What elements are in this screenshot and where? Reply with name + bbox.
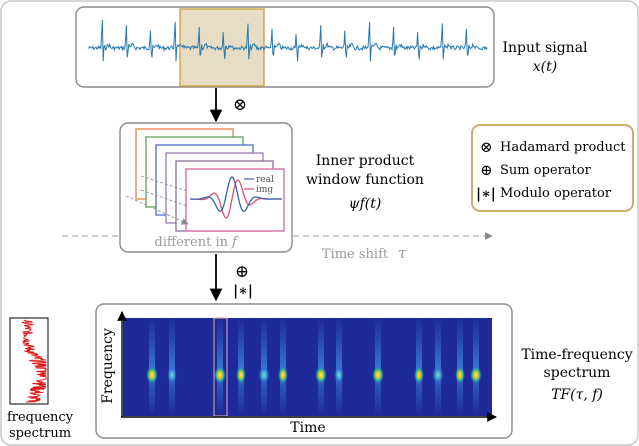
window-title-line1: Inner product	[316, 153, 415, 169]
output-math: TF(τ, f)	[551, 387, 603, 403]
output-label-line1: Time-frequency	[521, 347, 632, 363]
spectrogram-background	[123, 318, 492, 416]
spectrogram-energy-blob	[432, 366, 444, 384]
legend-modulo-symbol: |∗|	[476, 186, 496, 202]
spectrogram-window-highlight	[213, 317, 228, 417]
wavelet-card-front	[185, 168, 285, 232]
legend-hadamard-label: Hadamard product	[500, 140, 626, 155]
spectrogram-energy-blob	[214, 366, 226, 384]
spectrogram-energy-blob	[470, 366, 482, 384]
wavelet-projection-line	[140, 175, 188, 192]
frequency-axis-label: Frequency	[100, 328, 116, 404]
window-function-panel: real img different in f	[119, 122, 293, 253]
spectrogram-image	[123, 318, 492, 416]
legend-img-label: img	[256, 185, 273, 195]
operator-legend: ⊗ Hadamard product ⊕ Sum operator |∗| Mo…	[471, 124, 634, 212]
spectrogram-energy-blob	[455, 366, 465, 384]
legend-modulo-label: Modulo operator	[500, 186, 612, 201]
operator-legend-box	[471, 124, 634, 212]
spectrogram-energy-blob	[167, 366, 177, 384]
legend-sum-label: Sum operator	[500, 163, 592, 178]
window-math: ψf(t)	[349, 196, 382, 212]
frequency-spectrum-plot	[9, 317, 49, 405]
legend-real-label: real	[256, 175, 274, 185]
spectrogram-energy-blob	[372, 366, 384, 384]
frequency-spectrum-label-line2: spectrum	[9, 426, 71, 441]
spectrogram-panel: Time Frequency	[95, 303, 513, 439]
wavelet-real-curve	[190, 176, 282, 212]
frequency-spectrum-curve	[21, 319, 47, 403]
sum-operator-symbol: ⊕	[235, 262, 249, 282]
spectrogram-energy-blob	[414, 366, 424, 384]
hadamard-operator-symbol: ⊗	[233, 95, 247, 115]
input-signal-panel	[75, 6, 495, 88]
legend-sum-symbol: ⊕	[480, 161, 493, 179]
spectrogram-energy-blob	[315, 366, 327, 384]
time-axis-label: Time	[290, 420, 325, 436]
spectrogram-energy-blob	[236, 366, 246, 384]
wavelet-projection-line	[140, 189, 188, 207]
input-signal-label: Input signal	[502, 40, 588, 56]
time-shift-var: τ	[398, 244, 407, 262]
window-title-line2: window function	[306, 172, 424, 188]
time-shift-label: Time shift	[322, 247, 389, 262]
window-caption-var: f	[231, 235, 239, 250]
spectrogram-energy-blob	[334, 366, 344, 384]
input-signal-waveform	[87, 19, 488, 62]
spectrogram-energy-blob	[258, 366, 270, 384]
spectrogram-energy-blob	[278, 366, 288, 384]
frequency-spectrum-label-line1: frequency	[7, 410, 74, 425]
stack-direction-arrow	[125, 195, 189, 225]
modulo-operator-symbol: |∗|	[233, 283, 253, 299]
input-signal-math: x(t)	[533, 59, 557, 75]
legend-hadamard-symbol: ⊗	[480, 138, 493, 156]
output-label-line2: spectrum	[544, 365, 611, 381]
spectrogram-energy-blob	[146, 366, 158, 384]
window-caption-text: different in	[154, 235, 228, 250]
